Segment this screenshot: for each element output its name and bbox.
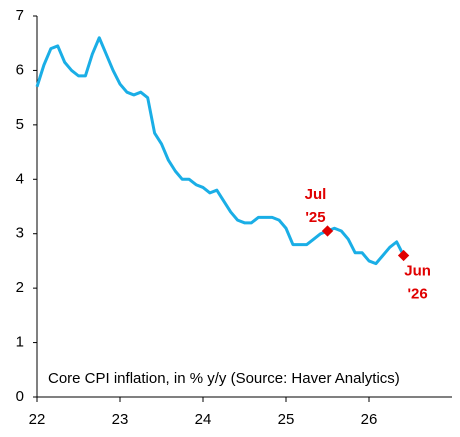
- y-tick-label: 1: [16, 334, 24, 351]
- annotation-marker: [397, 249, 410, 262]
- x-tick-label: 24: [195, 411, 212, 428]
- chart-note: Core CPI inflation, in % y/y (Source: Ha…: [48, 370, 400, 387]
- annotation-label: Jun: [404, 262, 431, 279]
- y-tick-label: 6: [16, 61, 24, 78]
- y-tick-label: 0: [16, 388, 24, 405]
- y-tick-label: 5: [16, 116, 24, 133]
- line-series: [35, 36, 405, 266]
- annotation-label: '26: [407, 285, 427, 302]
- annotation-marker: [321, 225, 334, 237]
- annotation-label: '25: [305, 209, 325, 226]
- y-tick-label: 7: [16, 7, 24, 24]
- x-tick-label: 22: [29, 411, 46, 428]
- annotation-label: Jul: [305, 186, 327, 203]
- x-tick-label: 23: [112, 411, 129, 428]
- y-tick-label: 4: [16, 170, 24, 187]
- x-tick-label: 26: [361, 411, 378, 428]
- y-tick-label: 2: [16, 279, 24, 296]
- y-tick-label: 3: [16, 225, 24, 242]
- x-tick-label: 25: [278, 411, 295, 428]
